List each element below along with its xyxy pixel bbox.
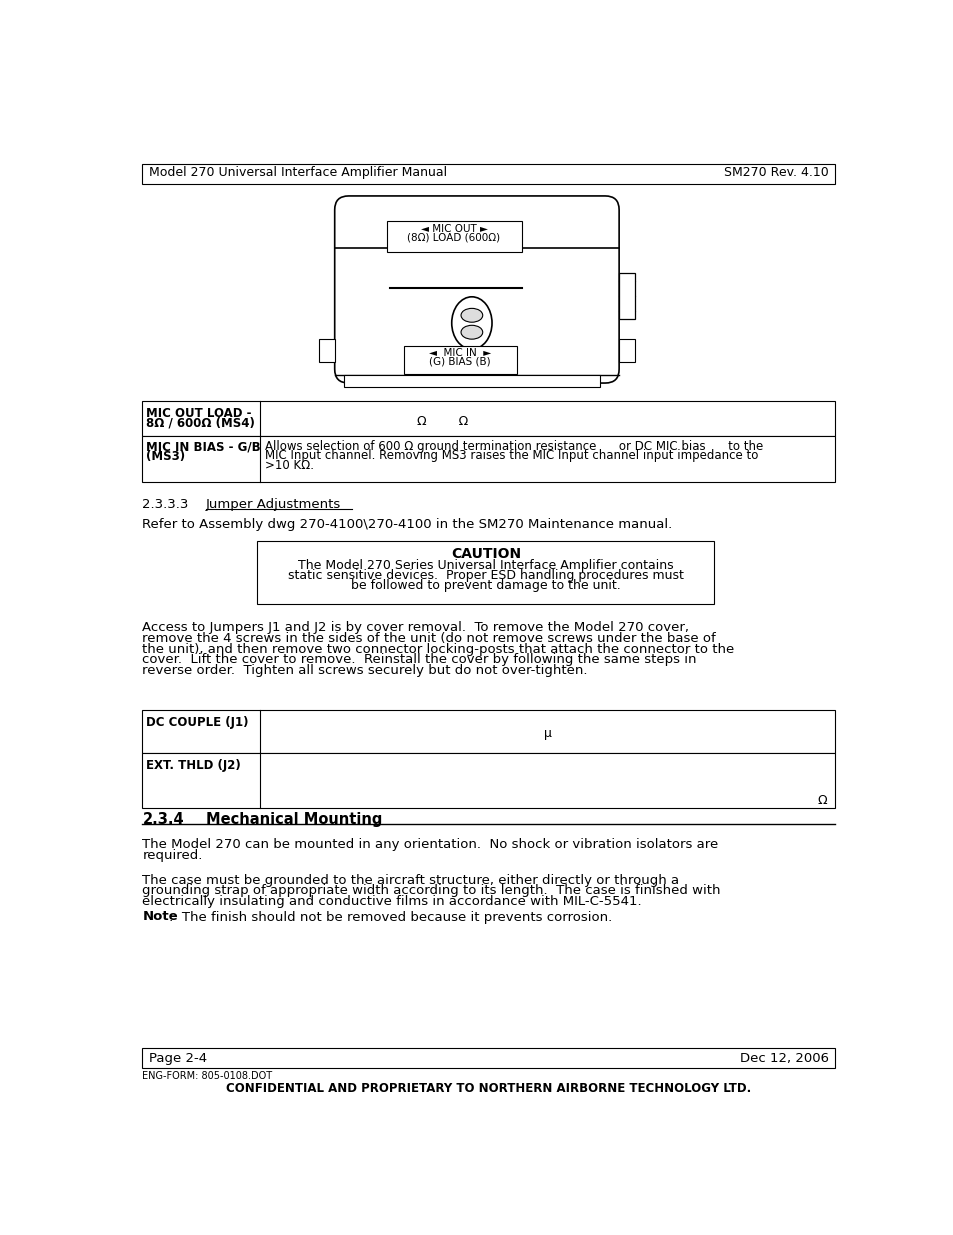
Text: MIC Input channel. Removing MS3 raises the MIC Input channel input impedance to: MIC Input channel. Removing MS3 raises t…: [265, 450, 758, 462]
Text: Jumper Adjustments: Jumper Adjustments: [206, 498, 341, 511]
Text: the unit), and then remove two connector locking-posts that attach the connector: the unit), and then remove two connector…: [142, 642, 734, 656]
Text: 2.3.4: 2.3.4: [142, 811, 184, 827]
Text: >10 KΩ.: >10 KΩ.: [265, 458, 314, 472]
Text: Allows selection of 600 Ω ground termination resistance      or DC MIC bias     : Allows selection of 600 Ω ground termina…: [265, 440, 762, 453]
Text: be followed to prevent damage to the unit.: be followed to prevent damage to the uni…: [351, 579, 620, 593]
Text: (G) BIAS (B): (G) BIAS (B): [429, 357, 491, 367]
Text: Page 2-4: Page 2-4: [149, 1052, 207, 1065]
Text: EXT. THLD (J2): EXT. THLD (J2): [146, 758, 241, 772]
Text: CONFIDENTIAL AND PROPRIETARY TO NORTHERN AIRBORNE TECHNOLOGY LTD.: CONFIDENTIAL AND PROPRIETARY TO NORTHERN…: [226, 1082, 751, 1095]
Text: :  The finish should not be removed because it prevents corrosion.: : The finish should not be removed becau…: [169, 910, 612, 924]
Text: static sensitive devices.  Proper ESD handling procedures must: static sensitive devices. Proper ESD han…: [288, 569, 683, 583]
Bar: [404, 346, 517, 374]
Text: reverse order.  Tighten all screws securely but do not over-tighten.: reverse order. Tighten all screws secure…: [142, 664, 587, 677]
Bar: [257, 541, 714, 604]
Text: Model 270 Universal Interface Amplifier Manual: Model 270 Universal Interface Amplifier …: [149, 165, 446, 179]
Bar: [142, 710, 835, 752]
Bar: [618, 273, 634, 319]
Bar: [142, 1047, 835, 1067]
Text: SM270 Rev. 4.10: SM270 Rev. 4.10: [723, 165, 828, 179]
Text: Access to Jumpers J1 and J2 is by cover removal.  To remove the Model 270 cover,: Access to Jumpers J1 and J2 is by cover …: [142, 621, 689, 634]
Text: (8Ω) LOAD (600Ω): (8Ω) LOAD (600Ω): [407, 232, 500, 242]
Ellipse shape: [460, 325, 482, 340]
Text: Dec 12, 2006: Dec 12, 2006: [740, 1052, 828, 1065]
Bar: [386, 221, 521, 252]
FancyBboxPatch shape: [335, 196, 618, 383]
Text: 8Ω / 600Ω (MS4): 8Ω / 600Ω (MS4): [146, 416, 255, 429]
Bar: [344, 375, 599, 387]
Bar: [618, 340, 634, 362]
Bar: [319, 340, 335, 362]
Text: Refer to Assembly dwg 270-4100\270-4100 in the SM270 Maintenance manual.: Refer to Assembly dwg 270-4100\270-4100 …: [142, 517, 672, 531]
Text: ◄  MIC IN  ►: ◄ MIC IN ►: [429, 348, 491, 358]
Ellipse shape: [452, 296, 492, 350]
Text: remove the 4 screws in the sides of the unit (do not remove screws under the bas: remove the 4 screws in the sides of the …: [142, 632, 716, 645]
Text: The case must be grounded to the aircraft structure, either directly or through : The case must be grounded to the aircraf…: [142, 873, 679, 887]
Text: grounding strap of appropriate width according to its length.  The case is finis: grounding strap of appropriate width acc…: [142, 884, 720, 898]
Text: Mechanical Mounting: Mechanical Mounting: [206, 811, 382, 827]
Bar: [142, 436, 835, 483]
Text: ENG-FORM: 805-0108.DOT: ENG-FORM: 805-0108.DOT: [142, 1072, 273, 1082]
Text: 2.3.3.3: 2.3.3.3: [142, 498, 189, 511]
Text: MIC IN BIAS - G/B: MIC IN BIAS - G/B: [146, 441, 261, 453]
Text: electrically insulating and conductive films in accordance with MIL-C-5541.: electrically insulating and conductive f…: [142, 895, 641, 908]
Text: The Model 270 Series Universal Interface Amplifier contains: The Model 270 Series Universal Interface…: [297, 559, 673, 572]
Text: μ: μ: [543, 727, 551, 740]
Bar: [142, 163, 835, 184]
Text: CAUTION: CAUTION: [450, 547, 520, 561]
Bar: [142, 752, 835, 808]
Text: DC COUPLE (J1): DC COUPLE (J1): [146, 716, 249, 730]
Text: ◄ MIC OUT ►: ◄ MIC OUT ►: [420, 224, 487, 233]
Bar: [142, 401, 835, 436]
Text: (MS3): (MS3): [146, 450, 185, 463]
Ellipse shape: [460, 309, 482, 322]
Text: cover.  Lift the cover to remove.  Reinstall the cover by following the same ste: cover. Lift the cover to remove. Reinsta…: [142, 653, 697, 667]
Text: Note: Note: [142, 910, 178, 924]
Text: MIC OUT LOAD -: MIC OUT LOAD -: [146, 406, 252, 420]
Text: Ω        Ω: Ω Ω: [416, 415, 468, 427]
Text: required.: required.: [142, 848, 203, 862]
Text: Ω: Ω: [817, 794, 827, 808]
Text: The Model 270 can be mounted in any orientation.  No shock or vibration isolator: The Model 270 can be mounted in any orie…: [142, 839, 718, 851]
